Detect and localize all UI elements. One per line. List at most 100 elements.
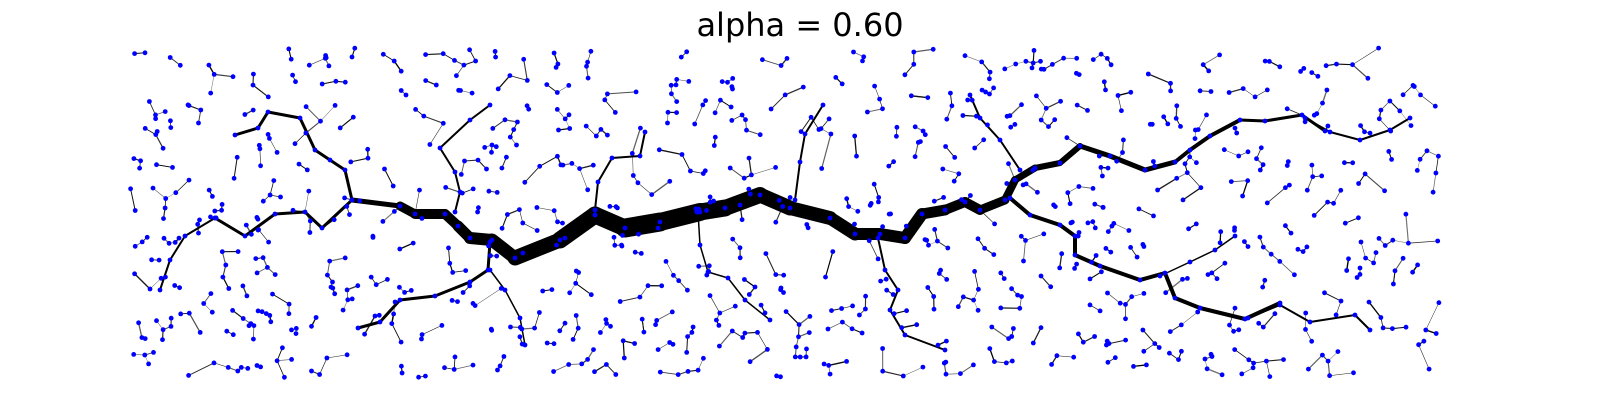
node <box>397 246 403 252</box>
node <box>767 317 773 323</box>
node <box>258 163 263 169</box>
node <box>470 362 476 368</box>
node <box>467 279 473 285</box>
thin-edge <box>294 132 307 145</box>
node <box>940 166 946 172</box>
node <box>1074 261 1079 267</box>
node <box>398 339 404 345</box>
node <box>757 132 763 138</box>
node <box>235 368 241 374</box>
node <box>290 207 296 213</box>
node <box>1019 294 1024 299</box>
node <box>1277 259 1283 264</box>
node <box>1373 250 1379 256</box>
node <box>1180 276 1185 282</box>
thin-edge <box>749 348 769 363</box>
node <box>737 255 743 261</box>
node <box>1387 127 1393 133</box>
node <box>1093 253 1099 258</box>
node <box>1234 130 1240 136</box>
node <box>1351 370 1356 376</box>
node <box>975 236 981 242</box>
thin-edge <box>305 106 321 122</box>
node <box>729 328 735 334</box>
node <box>920 364 926 370</box>
node <box>739 217 745 223</box>
node <box>267 136 272 141</box>
node <box>161 216 166 222</box>
node <box>942 207 948 213</box>
node <box>521 56 527 62</box>
node <box>949 103 955 109</box>
node <box>1391 281 1396 287</box>
thin-edge <box>384 168 394 187</box>
node <box>149 257 155 263</box>
node <box>1090 57 1096 62</box>
thin-edge <box>665 261 674 276</box>
thin-edge <box>1420 94 1436 107</box>
node <box>1262 58 1268 64</box>
thin-edge <box>1023 239 1026 262</box>
node <box>748 191 753 197</box>
trunk-edge <box>1107 153 1148 173</box>
node <box>1111 221 1117 226</box>
node <box>137 165 143 171</box>
node <box>987 91 992 97</box>
thin-edge <box>1364 173 1386 192</box>
node <box>1346 256 1351 262</box>
node <box>342 195 347 201</box>
node <box>972 269 977 274</box>
node <box>250 82 256 88</box>
node <box>1077 143 1083 149</box>
node <box>1281 357 1286 362</box>
node <box>569 161 575 166</box>
node <box>253 256 259 261</box>
node <box>195 221 201 227</box>
node <box>439 323 445 328</box>
node <box>857 312 862 318</box>
node <box>959 197 964 203</box>
node <box>1414 168 1420 173</box>
node <box>1327 373 1332 379</box>
node <box>173 190 179 196</box>
node <box>730 236 736 242</box>
node <box>274 150 280 155</box>
node <box>1432 103 1438 109</box>
node <box>931 198 937 204</box>
node <box>1101 79 1107 85</box>
thin-edge <box>553 364 570 372</box>
node <box>875 256 881 262</box>
node <box>172 283 178 288</box>
node <box>746 292 752 297</box>
node <box>391 58 397 64</box>
node <box>1065 190 1071 196</box>
node <box>160 327 166 333</box>
node <box>703 98 708 103</box>
node <box>1378 107 1384 113</box>
node <box>925 95 931 100</box>
node <box>1284 106 1290 112</box>
node <box>1007 195 1013 201</box>
node <box>854 153 859 159</box>
node <box>1400 92 1406 98</box>
node <box>219 249 225 255</box>
node <box>502 287 508 293</box>
node <box>254 363 260 368</box>
node <box>1142 167 1148 173</box>
node <box>942 347 948 353</box>
node <box>508 324 513 330</box>
node <box>347 212 352 218</box>
node <box>796 334 801 340</box>
branch-edge <box>439 104 491 213</box>
node <box>458 172 464 177</box>
node <box>797 159 803 165</box>
node <box>1212 247 1218 253</box>
node <box>1140 242 1146 247</box>
node <box>251 336 256 342</box>
node <box>289 357 294 362</box>
node <box>153 112 158 118</box>
node <box>1217 240 1223 246</box>
node <box>256 142 262 148</box>
node <box>340 307 346 313</box>
node <box>1236 327 1242 333</box>
